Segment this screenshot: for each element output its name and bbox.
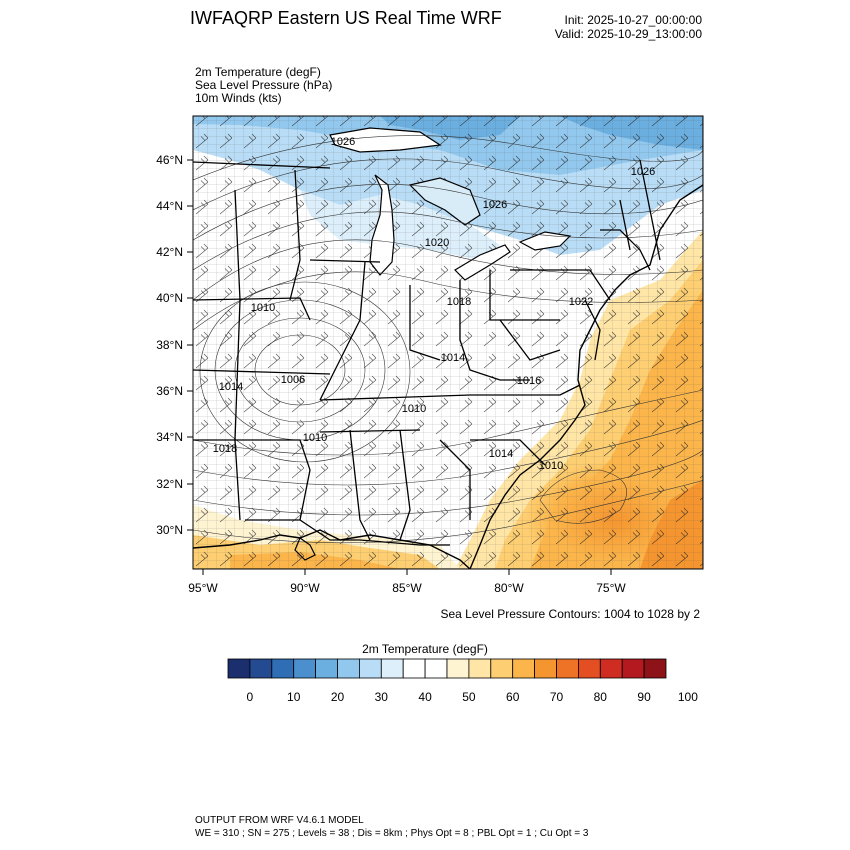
pressure-label: 1026: [631, 166, 655, 178]
lat-label: 46°N: [156, 153, 183, 167]
colorbar-tick-label: 20: [331, 690, 345, 704]
colorbar-swatch: [621, 658, 645, 679]
pressure-label: 1010: [251, 302, 275, 314]
colorbar-swatch: [446, 658, 470, 679]
pressure-label: 1006: [281, 374, 305, 386]
colorbar-swatch: [227, 658, 251, 679]
contours-note: Sea Level Pressure Contours: 1004 to 102…: [440, 607, 701, 621]
footer-config: WE = 310 ; SN = 275 ; Levels = 38 ; Dis …: [195, 828, 589, 839]
colorbar-tick-label: 90: [637, 690, 651, 704]
pressure-label: 1018: [213, 443, 237, 455]
colorbar-swatch: [424, 658, 448, 679]
colorbar-swatch: [315, 658, 338, 679]
field-temperature-label: 2m Temperature (degF): [195, 65, 321, 79]
colorbar-tick-label: 80: [594, 690, 608, 704]
pressure-label: 1014: [441, 352, 465, 364]
lat-label: 34°N: [156, 430, 183, 444]
colorbar-swatch: [271, 658, 295, 679]
pressure-label: 1010: [402, 403, 426, 415]
lon-label: 80°W: [494, 581, 524, 595]
colorbar-tick-label: 0: [247, 690, 254, 704]
colorbar-swatch: [402, 658, 426, 679]
colorbar-swatch: [380, 658, 404, 679]
pressure-label: 1010: [539, 460, 563, 472]
lon-label: 95°W: [188, 581, 218, 595]
colorbar-swatch: [643, 658, 667, 679]
colorbar-swatch: [512, 658, 536, 679]
colorbar-swatch: [578, 658, 601, 679]
lon-label: 75°W: [596, 581, 626, 595]
lat-label: 38°N: [156, 338, 183, 352]
pressure-label: 1014: [219, 381, 243, 393]
field-pressure-label: Sea Level Pressure (hPa): [195, 78, 333, 92]
lat-label: 42°N: [156, 245, 183, 259]
colorbar-title: 2m Temperature (degF): [362, 642, 488, 656]
lat-label: 30°N: [156, 523, 183, 537]
colorbar-swatch: [249, 658, 273, 679]
pressure-label: 1026: [331, 136, 355, 148]
pressure-label: 1016: [517, 375, 541, 387]
valid-time: Valid: 2025-10-29_13:00:00: [554, 27, 702, 41]
colorbar-swatch: [490, 658, 514, 679]
pressure-label: 1026: [483, 199, 507, 211]
lat-label: 36°N: [156, 384, 183, 398]
colorbar-tick-label: 50: [462, 690, 476, 704]
footer-model: OUTPUT FROM WRF V4.6.1 MODEL: [195, 815, 364, 826]
colorbar-swatch: [599, 658, 623, 679]
colorbar-tick-label: 60: [506, 690, 520, 704]
lat-label: 32°N: [156, 477, 183, 491]
field-wind-label: 10m Winds (kts): [195, 91, 282, 105]
colorbar-tick-label: 100: [678, 690, 698, 704]
lon-label: 90°W: [290, 581, 320, 595]
colorbar-swatch: [468, 658, 492, 679]
colorbar-tick-label: 70: [550, 690, 564, 704]
plot-title: IWFAQRP Eastern US Real Time WRF: [190, 8, 502, 28]
colorbar-tick-label: 30: [375, 690, 389, 704]
colorbar-tick-label: 10: [287, 690, 301, 704]
lat-label: 44°N: [156, 199, 183, 213]
init-time: Init: 2025-10-27_00:00:00: [564, 13, 702, 27]
pressure-label: 1022: [569, 296, 593, 308]
colorbar-swatch: [337, 658, 360, 679]
colorbar-swatch: [534, 658, 557, 679]
pressure-label: 1018: [447, 296, 471, 308]
lat-label: 40°N: [156, 291, 183, 305]
pressure-label: 1020: [425, 237, 449, 249]
colorbar-swatch: [556, 658, 579, 679]
colorbar-swatch: [293, 658, 317, 679]
pressure-label: 1014: [489, 448, 513, 460]
lon-label: 85°W: [392, 581, 422, 595]
colorbar-swatch: [358, 658, 382, 679]
pressure-label: 1010: [303, 432, 327, 444]
colorbar-tick-label: 40: [418, 690, 432, 704]
